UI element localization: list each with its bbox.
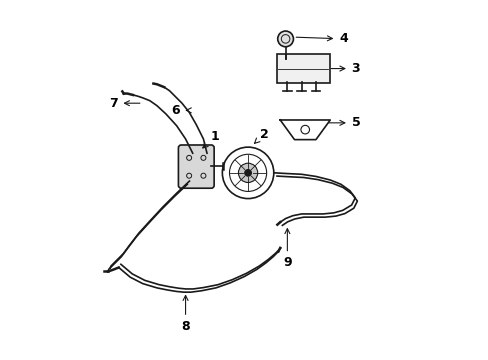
- Text: 8: 8: [181, 296, 189, 333]
- Text: 5: 5: [328, 116, 360, 129]
- Text: 1: 1: [203, 130, 219, 148]
- Circle shape: [238, 163, 257, 183]
- FancyBboxPatch shape: [277, 54, 329, 83]
- Text: 3: 3: [330, 62, 360, 75]
- Text: 4: 4: [296, 32, 347, 45]
- Text: 7: 7: [109, 97, 140, 110]
- Text: 2: 2: [254, 128, 268, 143]
- FancyBboxPatch shape: [178, 145, 214, 188]
- Text: 6: 6: [170, 104, 191, 117]
- Text: 9: 9: [283, 229, 291, 269]
- Circle shape: [244, 170, 251, 176]
- Circle shape: [277, 31, 293, 47]
